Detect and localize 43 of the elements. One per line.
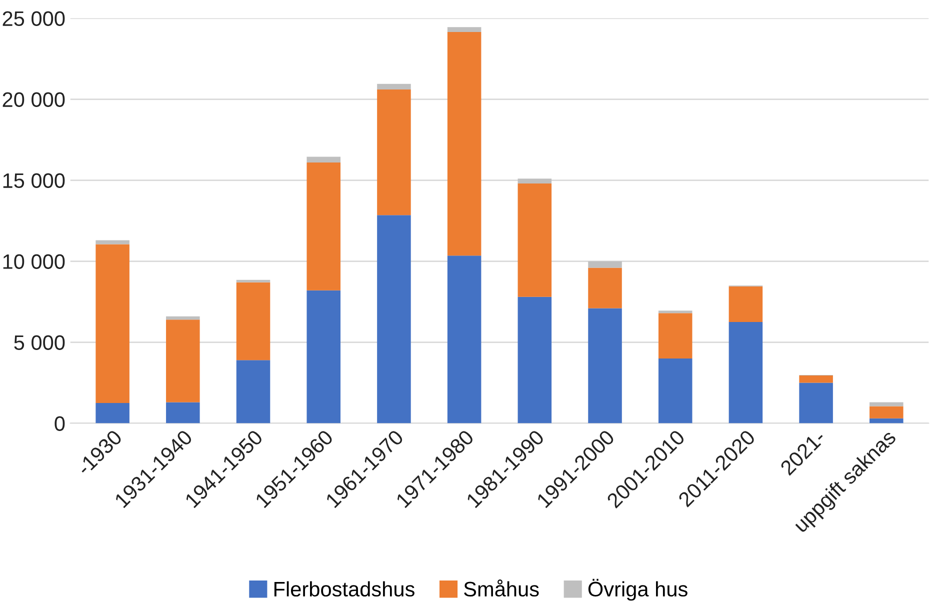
- bar: [588, 308, 622, 424]
- bar: [166, 316, 200, 320]
- bar: [306, 290, 340, 424]
- bar: [377, 90, 411, 216]
- bar: [799, 382, 833, 424]
- bar: [870, 418, 904, 424]
- bar: [447, 32, 482, 256]
- bar: [588, 268, 622, 308]
- bar: [96, 244, 130, 404]
- bar: [166, 402, 200, 424]
- bar: [96, 240, 130, 244]
- bar: [658, 310, 692, 314]
- bar: [518, 178, 552, 184]
- bar: [166, 320, 200, 402]
- bar: [588, 261, 622, 268]
- bar: [447, 27, 482, 32]
- bar: [518, 296, 552, 424]
- bar: [518, 184, 552, 297]
- bar: [377, 215, 411, 424]
- bar: [447, 256, 482, 424]
- y-tick-label: 15 000: [3, 173, 65, 188]
- bar: [658, 313, 692, 358]
- legend-label: Övriga hus: [588, 578, 688, 601]
- bar: [870, 402, 904, 406]
- bar: [236, 282, 270, 360]
- bar: [728, 322, 763, 424]
- bar: [870, 406, 904, 418]
- bar: [96, 403, 130, 424]
- legend-label: Flerbostadshus: [274, 581, 414, 597]
- bar: [799, 375, 833, 383]
- y-tick-label: 5 000: [14, 335, 65, 350]
- y-tick-label: 0: [54, 416, 65, 432]
- bar: [306, 162, 340, 290]
- bar: [658, 358, 692, 424]
- y-tick-label: 10 000: [3, 254, 65, 270]
- y-tick-label: 20 000: [2, 92, 65, 108]
- bar: [306, 156, 340, 162]
- legend-label: Småhus: [464, 580, 539, 597]
- bar: [236, 280, 270, 282]
- bar: [236, 360, 270, 424]
- bar: [728, 286, 763, 322]
- y-tick-label: 25 000: [2, 11, 65, 26]
- bar: [377, 84, 411, 90]
